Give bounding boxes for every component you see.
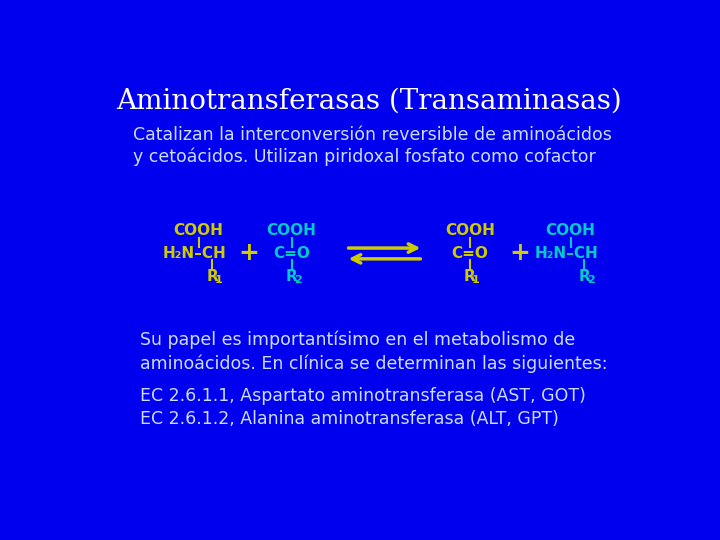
Text: 1: 1 — [215, 275, 222, 285]
Text: COOH: COOH — [445, 223, 495, 238]
Text: COOH: COOH — [174, 223, 223, 238]
Text: C=O: C=O — [273, 246, 310, 261]
Text: 2: 2 — [587, 275, 595, 285]
Text: COOH: COOH — [266, 223, 316, 238]
Text: Su papel es importantísimo en el metabolismo de
aminoácidos. En clínica se deter: Su papel es importantísimo en el metabol… — [140, 330, 608, 373]
Text: R: R — [207, 269, 218, 284]
Text: R: R — [579, 269, 590, 284]
Text: +: + — [510, 241, 531, 266]
Text: H₂N–CH: H₂N–CH — [163, 246, 227, 261]
Text: Catalizan la interconversión reversible de aminoácidos
y cetoácidos. Utilizan pi: Catalizan la interconversión reversible … — [132, 126, 611, 166]
Text: 1: 1 — [472, 275, 480, 285]
Text: C=O: C=O — [451, 246, 488, 261]
Text: +: + — [238, 241, 259, 266]
Text: Aminotransferasas (Transaminasas): Aminotransferasas (Transaminasas) — [116, 88, 622, 115]
Text: H₂N–CH: H₂N–CH — [535, 246, 598, 261]
Text: 2: 2 — [294, 275, 302, 285]
Text: R: R — [464, 269, 476, 284]
Text: R: R — [286, 269, 297, 284]
Text: EC 2.6.1.1, Aspartato aminotransferasa (AST, GOT)
EC 2.6.1.2, Alanina aminotrans: EC 2.6.1.1, Aspartato aminotransferasa (… — [140, 387, 586, 428]
Text: COOH: COOH — [546, 223, 595, 238]
